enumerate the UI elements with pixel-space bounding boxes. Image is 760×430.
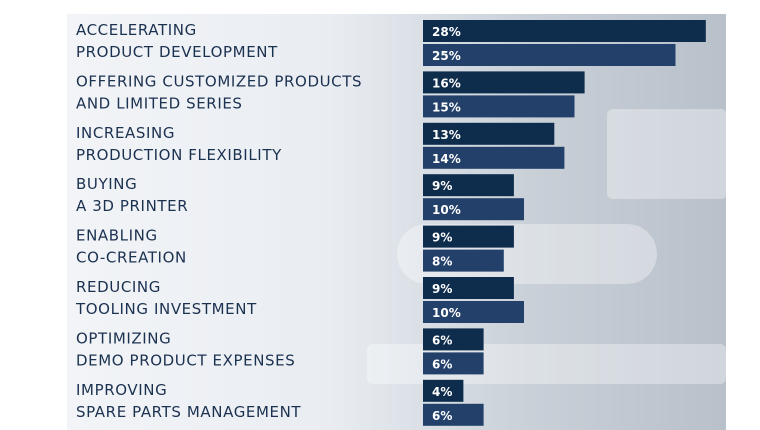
- category-label-line: ENABLING: [76, 227, 158, 245]
- data-label: 25%: [432, 49, 461, 63]
- bar-series-1: [423, 328, 484, 351]
- data-label: 9%: [432, 282, 452, 296]
- bar-series-1: [423, 277, 514, 299]
- category-label-line: DEMO PRODUCT EXPENSES: [76, 351, 295, 369]
- bar-series-1: [423, 20, 706, 42]
- data-label: 4%: [432, 385, 452, 399]
- bar-series-1: [423, 71, 585, 94]
- data-label: 10%: [432, 203, 461, 217]
- category-label: BUYING A 3D PRINTER: [76, 175, 188, 215]
- data-label: 16%: [432, 76, 461, 90]
- bar-series-1: [423, 225, 514, 248]
- bar-series-2: [423, 198, 524, 221]
- category-label-line: REDUCING: [76, 278, 161, 296]
- category-label-line: A 3D PRINTER: [76, 197, 188, 215]
- data-label: 10%: [432, 306, 461, 320]
- category-label-line: PRODUCT DEVELOPMENT: [76, 43, 278, 61]
- category-label-line: ACCELERATING: [76, 21, 197, 39]
- bar-series-1: [423, 174, 514, 197]
- data-label: 9%: [432, 179, 452, 193]
- bar-series-2: [423, 146, 565, 169]
- bar-series-2: [423, 403, 484, 426]
- category-label: ACCELERATING PRODUCT DEVELOPMENT: [76, 21, 278, 61]
- bar-series-2: [423, 352, 484, 375]
- category-label-line: CO-CREATION: [76, 249, 187, 267]
- bar-series-2: [423, 44, 676, 66]
- bar-series-2: [423, 301, 524, 323]
- category-label-line: BUYING: [76, 175, 137, 193]
- category-label: ENABLING CO-CREATION: [76, 227, 187, 267]
- bar-series-2: [423, 249, 504, 272]
- category-label: OFFERING CUSTOMIZED PRODUCTS AND LIMITED …: [76, 72, 362, 112]
- data-label: 14%: [432, 152, 461, 166]
- category-label: IMPROVING SPARE PARTS MANAGEMENT: [76, 381, 301, 421]
- bar-series-1: [423, 379, 464, 402]
- category-label-line: PRODUCTION FLEXIBILITY: [76, 146, 282, 164]
- data-label: 6%: [432, 333, 452, 347]
- category-label-line: TOOLING INVESTMENT: [75, 300, 257, 318]
- category-label: OPTIMIZING DEMO PRODUCT EXPENSES: [76, 329, 295, 369]
- category-label: REDUCING TOOLING INVESTMENT: [75, 278, 257, 318]
- data-label: 8%: [432, 255, 452, 269]
- category-label-line: OFFERING CUSTOMIZED PRODUCTS: [76, 72, 362, 90]
- category-label-line: AND LIMITED SERIES: [76, 94, 243, 112]
- data-label: 9%: [432, 231, 452, 245]
- bar-series-2: [423, 95, 575, 118]
- category-label-line: IMPROVING: [76, 381, 167, 399]
- background-shape: [607, 109, 726, 199]
- data-label: 6%: [432, 409, 452, 423]
- data-label: 13%: [432, 128, 461, 142]
- bar-chart: ACCELERATING PRODUCT DEVELOPMENT 28% 25% OFF…: [75, 20, 706, 426]
- data-label: 6%: [432, 357, 452, 371]
- bar-series-1: [423, 122, 555, 145]
- data-label: 28%: [432, 25, 461, 39]
- category-label-line: OPTIMIZING: [76, 329, 171, 347]
- category-label-line: SPARE PARTS MANAGEMENT: [76, 403, 301, 421]
- data-label: 15%: [432, 100, 461, 114]
- category-label: INCREASING PRODUCTION FLEXIBILITY: [76, 124, 282, 164]
- chart-panel: ACCELERATING PRODUCT DEVELOPMENT 28% 25% OFF…: [67, 14, 726, 430]
- category-label-line: INCREASING: [76, 124, 175, 142]
